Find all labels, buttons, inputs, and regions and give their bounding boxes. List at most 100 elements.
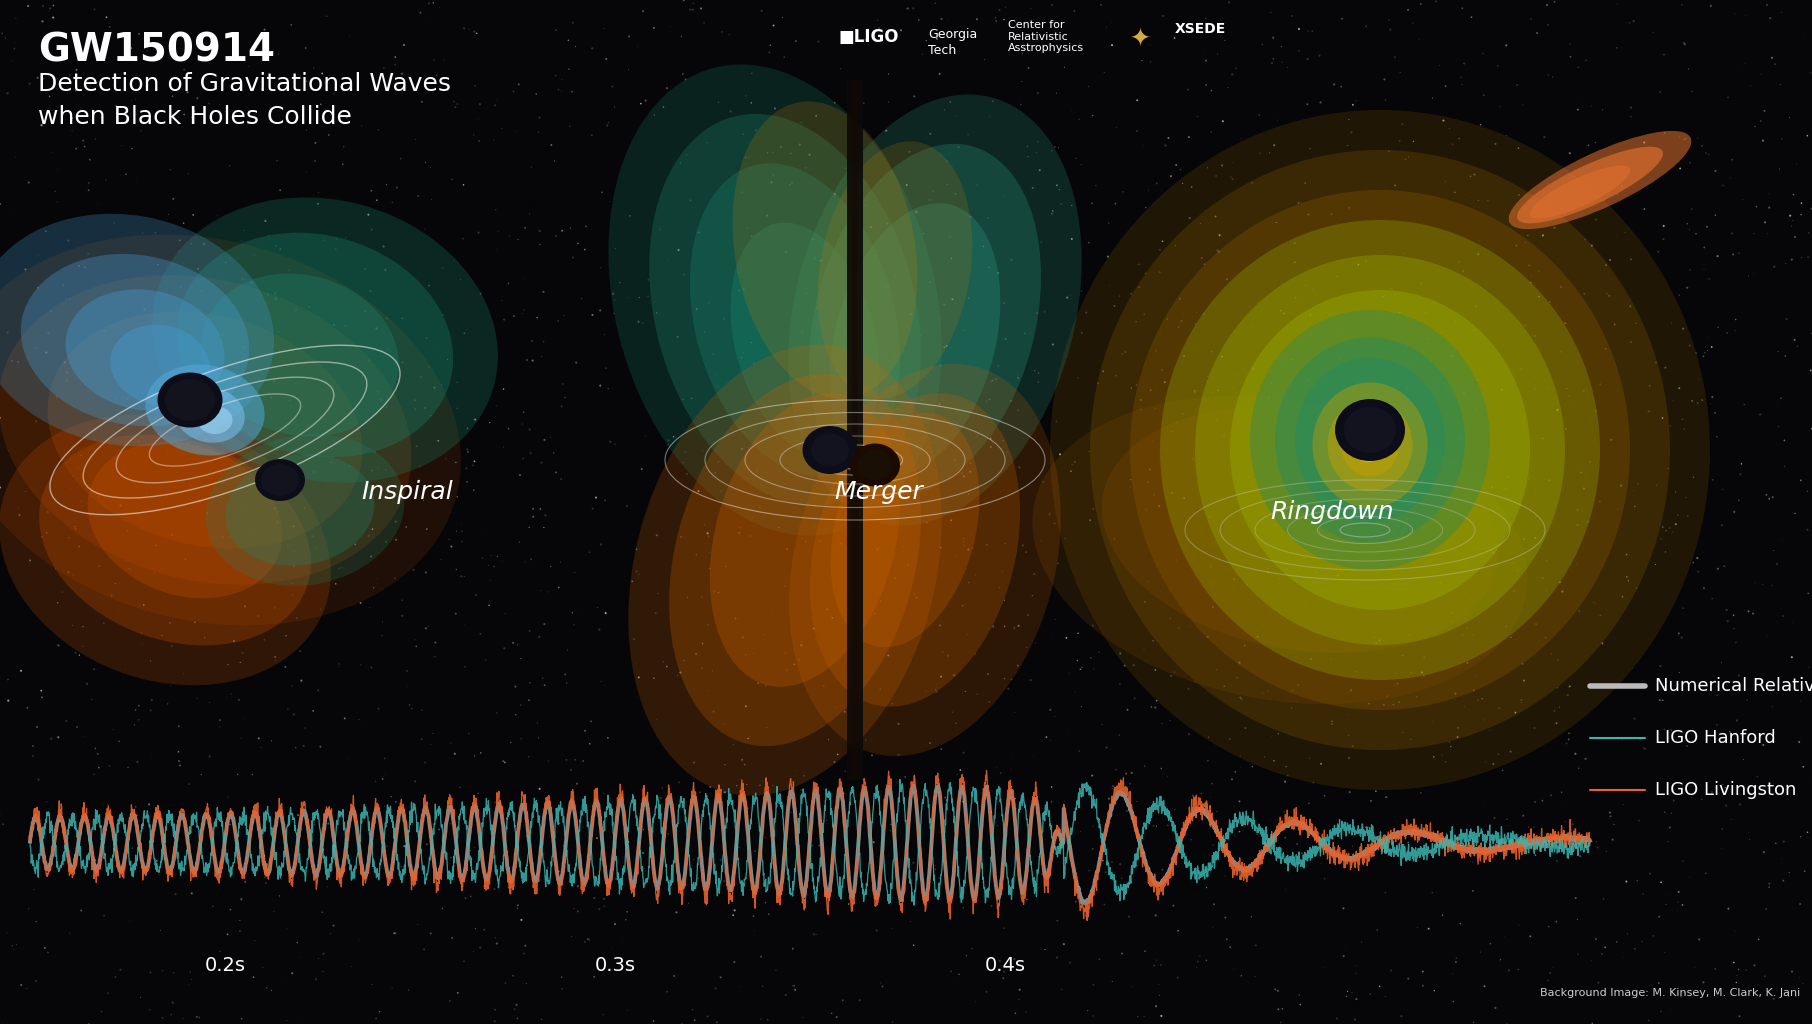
Point	[1669, 897, 1698, 913]
Point	[1785, 734, 1812, 751]
Point	[464, 224, 493, 241]
Point	[381, 513, 410, 529]
Bar	[852, 80, 859, 780]
Point	[1125, 279, 1154, 295]
Point	[1480, 361, 1509, 378]
Point	[428, 306, 457, 323]
Point	[417, 793, 446, 809]
Point	[1147, 861, 1176, 878]
Point	[82, 75, 111, 91]
Point	[549, 63, 578, 80]
Point	[805, 532, 834, 549]
Point	[254, 287, 283, 303]
Point	[1448, 76, 1477, 92]
Point	[480, 1013, 509, 1024]
Point	[1589, 193, 1618, 209]
Point	[1515, 257, 1544, 273]
Point	[1018, 588, 1047, 604]
Point	[861, 606, 890, 623]
Point	[1147, 361, 1176, 378]
Point	[1386, 304, 1415, 321]
Point	[489, 311, 518, 328]
Point	[1607, 477, 1636, 494]
Point	[511, 219, 540, 236]
Point	[1580, 596, 1609, 612]
Point	[14, 0, 43, 14]
Point	[1767, 851, 1796, 867]
Point	[156, 678, 185, 694]
Point	[1308, 485, 1337, 502]
Point	[1428, 907, 1457, 924]
Point	[1082, 177, 1111, 194]
Point	[1712, 798, 1741, 814]
Point	[835, 387, 864, 403]
Point	[1537, 787, 1566, 804]
Point	[736, 334, 765, 350]
Point	[1238, 175, 1267, 191]
Point	[1085, 951, 1114, 968]
Point	[377, 195, 406, 211]
Point	[1308, 474, 1337, 490]
Point	[834, 316, 863, 333]
Point	[1060, 3, 1089, 19]
Point	[1379, 525, 1408, 542]
Point	[1152, 817, 1181, 834]
Point	[308, 964, 337, 980]
Point	[1006, 982, 1035, 998]
Point	[277, 965, 306, 981]
Point	[1122, 814, 1151, 830]
Point	[1571, 231, 1600, 248]
Point	[1216, 169, 1245, 185]
Point	[480, 795, 509, 811]
Point	[507, 305, 536, 322]
Point	[1190, 10, 1219, 27]
Point	[1024, 849, 1053, 865]
Point	[699, 703, 728, 720]
Point	[772, 244, 801, 260]
Point	[1788, 759, 1812, 775]
Point	[277, 575, 306, 592]
Point	[1736, 78, 1765, 94]
Point	[22, 413, 51, 429]
Point	[783, 896, 812, 912]
Point	[78, 691, 107, 708]
Point	[38, 9, 67, 26]
Point	[728, 629, 757, 645]
Point	[594, 194, 623, 210]
Point	[1259, 30, 1288, 46]
Point	[138, 692, 167, 709]
Point	[515, 519, 544, 536]
Point	[1448, 263, 1477, 280]
Point	[986, 2, 1015, 18]
Point	[1341, 957, 1370, 974]
Point	[1459, 627, 1488, 643]
Point	[4, 500, 33, 516]
Ellipse shape	[710, 393, 901, 687]
Point	[1270, 305, 1299, 322]
Point	[1524, 289, 1553, 305]
Point	[1198, 599, 1227, 615]
Point	[174, 977, 203, 993]
Point	[185, 1010, 214, 1024]
Point	[121, 173, 150, 189]
Point	[600, 305, 629, 322]
Point	[1562, 556, 1591, 572]
Point	[201, 854, 230, 870]
Point	[1761, 836, 1790, 852]
Point	[817, 1006, 846, 1022]
Point	[1145, 987, 1174, 1004]
Point	[1624, 165, 1653, 181]
Point	[1788, 975, 1812, 991]
Point	[1667, 630, 1696, 646]
Point	[1129, 845, 1158, 861]
Point	[310, 324, 339, 340]
Point	[863, 923, 892, 939]
Point	[286, 643, 315, 659]
Point	[112, 99, 141, 116]
Point	[1785, 969, 1812, 985]
Point	[49, 278, 78, 294]
Point	[576, 713, 605, 729]
Point	[1011, 1004, 1040, 1020]
Point	[786, 530, 815, 547]
Point	[643, 586, 672, 602]
